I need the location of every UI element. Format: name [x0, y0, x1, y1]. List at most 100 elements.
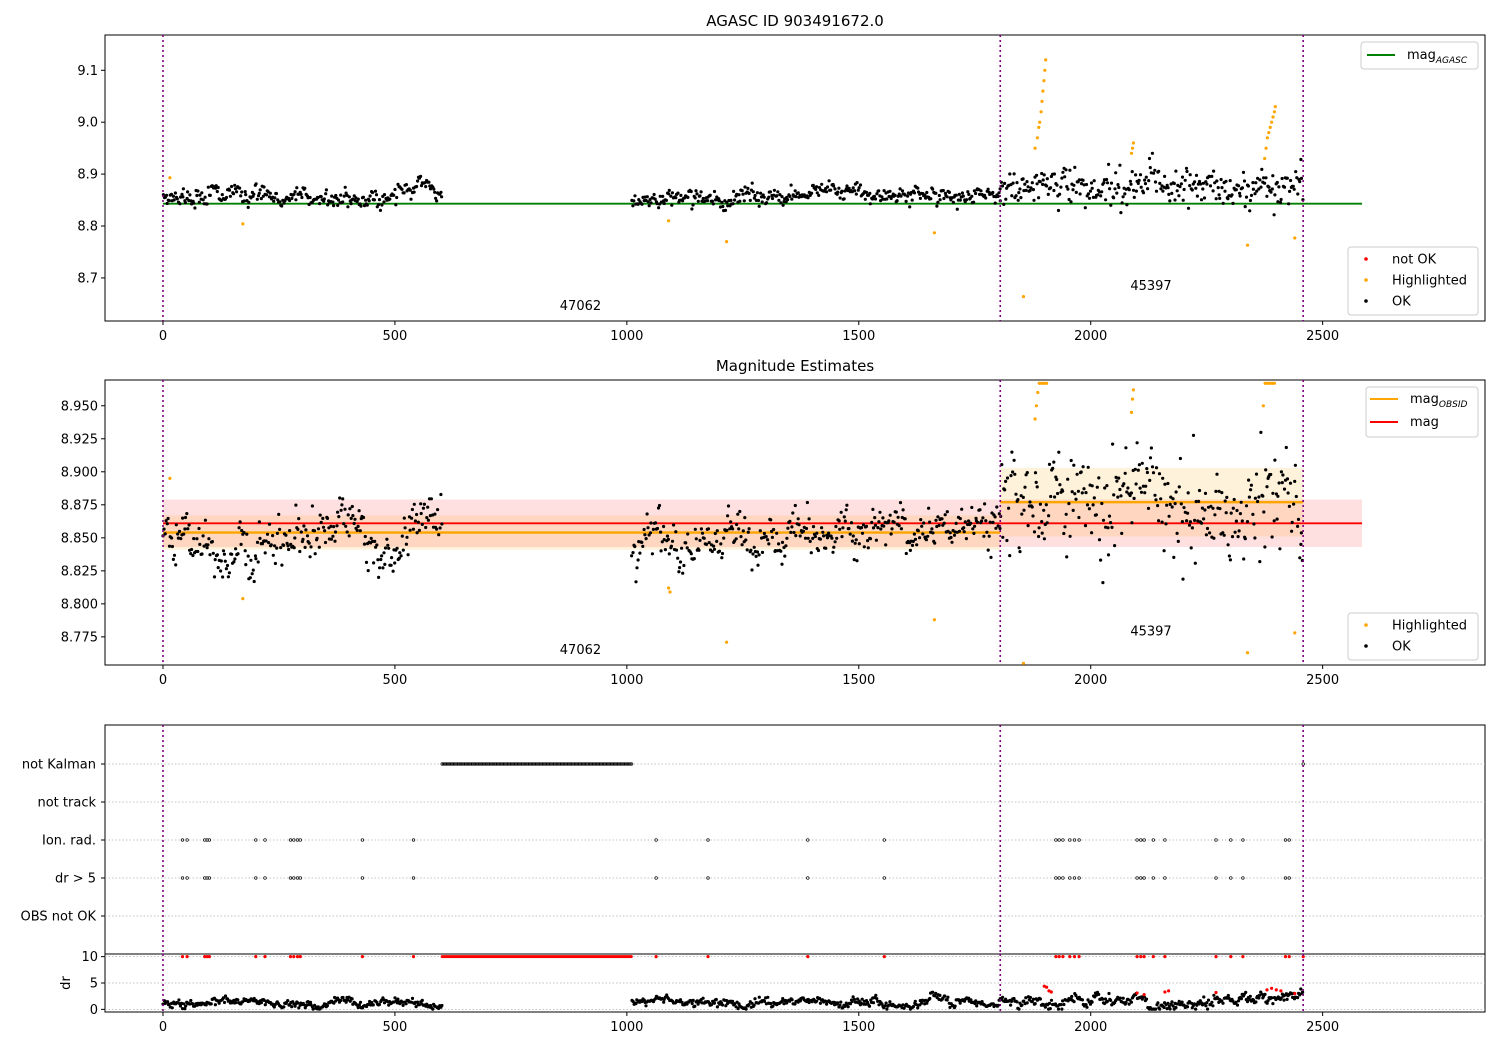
dr-point	[191, 1002, 195, 1006]
flag-point	[207, 876, 212, 880]
ok-point	[974, 516, 978, 520]
ok-point	[1208, 531, 1212, 535]
ok-point	[873, 523, 878, 527]
ok-point	[689, 189, 693, 194]
dr-point	[945, 998, 949, 1002]
ok-point	[753, 193, 757, 198]
ok-point	[174, 563, 178, 567]
ok-point	[664, 198, 669, 202]
dr-point	[1129, 1000, 1133, 1004]
ok-point	[355, 199, 359, 204]
dr-point	[193, 1004, 197, 1008]
ok-point	[842, 197, 846, 201]
ok-point	[768, 190, 773, 194]
ok-point	[1076, 489, 1080, 493]
ok-point	[308, 195, 312, 200]
ok-point	[756, 563, 760, 567]
ok-point	[873, 516, 877, 520]
y-tick-label: 8.950	[61, 399, 98, 414]
ok-point	[822, 534, 826, 538]
ok-point	[793, 503, 797, 508]
ok-point	[195, 193, 199, 198]
ok-point	[1262, 510, 1266, 514]
ok-point	[958, 198, 962, 202]
flag-point	[1151, 876, 1155, 880]
ok-point	[383, 562, 387, 567]
dr-point	[874, 993, 878, 998]
ok-point	[934, 191, 938, 195]
ok-point	[779, 549, 783, 553]
dr-point	[876, 999, 880, 1003]
dr-point	[689, 999, 693, 1003]
dr-point	[839, 1000, 843, 1004]
ok-point	[711, 202, 715, 206]
highlighted-point	[667, 219, 671, 223]
dr-point	[1204, 1004, 1208, 1008]
ok-point	[1141, 484, 1145, 488]
ok-point	[412, 502, 416, 506]
ok-point	[942, 196, 946, 201]
ok-point	[788, 194, 792, 198]
ok-point	[1190, 188, 1194, 192]
ok-point	[927, 506, 931, 510]
dr-point	[973, 1001, 977, 1006]
ok-point	[911, 539, 915, 544]
ok-point	[1241, 170, 1246, 174]
highlighted-point	[1272, 110, 1276, 114]
ok-point	[417, 528, 421, 533]
dr-point	[1271, 1002, 1275, 1006]
ok-point	[349, 202, 353, 206]
ok-point	[1090, 186, 1094, 190]
ok-point	[818, 537, 823, 541]
ok-point	[796, 517, 800, 521]
ok-point	[1143, 178, 1147, 182]
ok-point	[273, 196, 277, 200]
dr-point	[1020, 1003, 1024, 1007]
ok-point	[820, 526, 824, 530]
highlighted-point	[168, 476, 172, 480]
legend-point-swatch	[1364, 299, 1368, 303]
ok-point	[949, 535, 953, 540]
ok-point	[1231, 201, 1235, 205]
ok-point	[358, 529, 362, 533]
dr-point	[1182, 1003, 1186, 1007]
x-tick-label: 2000	[1074, 329, 1107, 344]
ok-point	[888, 513, 892, 517]
ok-point	[1052, 172, 1056, 176]
highlighted-point	[1038, 120, 1042, 124]
flag-point	[706, 838, 710, 842]
flag-point	[1142, 876, 1146, 880]
ok-point	[274, 191, 278, 196]
dr-point	[1237, 999, 1241, 1003]
ok-point	[765, 201, 769, 205]
ok-point	[825, 536, 830, 540]
ok-point	[720, 556, 724, 560]
ok-point	[1278, 200, 1283, 205]
ok-point	[223, 559, 227, 563]
ok-point	[1287, 202, 1291, 206]
dr-flag-point	[295, 955, 300, 959]
highlighted-point	[1036, 390, 1040, 395]
ok-point	[820, 182, 824, 186]
dr-point	[1252, 998, 1256, 1002]
ok-point	[1053, 495, 1057, 499]
dr-point	[221, 996, 225, 1000]
ok-point	[436, 508, 440, 512]
dr-point	[1022, 999, 1026, 1003]
ok-point	[933, 541, 937, 545]
ok-point	[258, 188, 262, 192]
ok-point	[1042, 173, 1046, 177]
ok-point	[1001, 535, 1005, 539]
ok-point	[790, 525, 794, 529]
ok-point	[1125, 203, 1129, 207]
ok-point	[1148, 166, 1152, 170]
dr-flag-point	[1135, 955, 1139, 959]
ok-point	[833, 187, 837, 191]
dr-flag-point	[263, 955, 267, 959]
ok-point	[172, 553, 177, 557]
ok-point	[1177, 485, 1181, 489]
ok-point	[1278, 547, 1282, 551]
dr-point	[836, 1001, 840, 1005]
ok-point	[380, 203, 384, 207]
ok-point	[336, 198, 341, 202]
